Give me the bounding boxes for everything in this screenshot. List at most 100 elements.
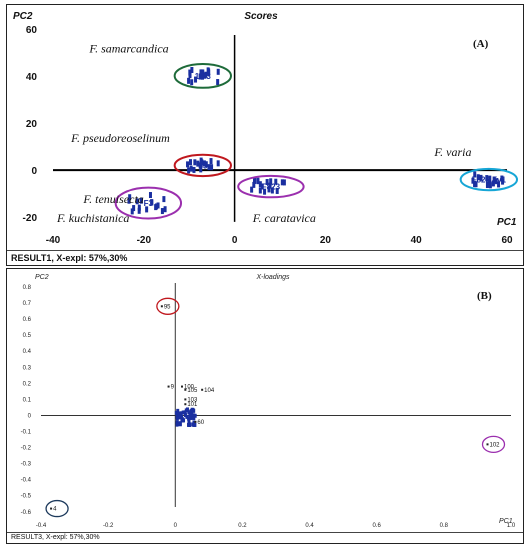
x-tick-label: 40 — [411, 235, 423, 246]
score-marker — [150, 199, 154, 206]
score-marker — [256, 177, 260, 184]
y-tick-label: 0.3 — [23, 365, 32, 371]
group-label: F. caratavica — [252, 211, 316, 225]
score-marker — [209, 158, 213, 165]
loading-point-label: 95 — [164, 304, 171, 310]
y-tick-label: 0 — [31, 166, 37, 177]
score-marker — [487, 178, 491, 185]
score-marker — [210, 164, 214, 171]
score-marker — [270, 187, 274, 194]
loadings-chart: -0.4 -0.2 0 0.2 0.4 0.6 0.8 1.0 0.8 0.7 0.6 0.5 0.4 0… — [21, 274, 516, 529]
loading-marker — [188, 411, 192, 416]
x-axis-label: PC1 — [497, 217, 517, 228]
score-marker — [485, 175, 489, 182]
score-marker-label: F3 — [144, 199, 154, 208]
group-label: F. kuchistanica — [56, 211, 129, 225]
score-marker — [132, 205, 136, 212]
y-tick-label: -0.5 — [21, 494, 32, 500]
score-marker — [187, 77, 191, 84]
loading-marker — [187, 419, 191, 424]
score-marker — [137, 204, 141, 211]
group-ellipse — [173, 62, 232, 89]
x-axis-label: PC1 — [499, 518, 513, 525]
x-tick-label: 0.6 — [373, 523, 382, 529]
score-marker — [260, 183, 264, 190]
score-marker — [202, 160, 206, 167]
loading-point — [184, 403, 187, 406]
score-marker — [497, 181, 501, 188]
score-marker — [190, 79, 194, 86]
x-tick-label: 60 — [501, 235, 513, 246]
x-tick-label: 0.2 — [238, 523, 247, 529]
loading-marker — [175, 416, 179, 421]
group-label: F. varia — [433, 145, 471, 159]
score-marker — [491, 180, 495, 187]
loading-point-label: 104 — [204, 388, 215, 394]
y-tick-label: 0.2 — [23, 381, 32, 387]
loading-marker — [192, 420, 196, 425]
y-tick-label: 40 — [26, 72, 38, 83]
score-marker — [135, 198, 139, 205]
x-tick-label: 0.8 — [440, 523, 449, 529]
loading-point-label: 100 — [184, 385, 195, 391]
score-marker — [127, 197, 131, 204]
score-marker — [199, 69, 203, 76]
loading-point-label: 105 — [187, 388, 198, 394]
y-tick-label: 0.4 — [23, 349, 32, 355]
score-marker — [500, 175, 504, 182]
x-tick-label: -40 — [46, 235, 61, 246]
score-marker — [282, 179, 286, 186]
score-marker — [216, 79, 220, 86]
group-ellipse — [237, 174, 305, 199]
loading-point — [181, 385, 183, 388]
score-marker — [473, 171, 477, 178]
loading-marker — [174, 410, 178, 415]
x-tick-label: -20 — [137, 235, 152, 246]
loading-marker — [187, 416, 191, 421]
y-tick-label: 0.8 — [23, 285, 32, 291]
loading-point-label: 4 — [53, 507, 57, 513]
chart-title: X-loadings — [255, 274, 290, 281]
loadings-panel: -0.4 -0.2 0 0.2 0.4 0.6 0.8 1.0 0.8 0.7 0.6 0.5 0.4 0… — [6, 268, 524, 544]
score-marker — [267, 186, 271, 193]
loading-marker — [190, 412, 194, 417]
loading-marker — [180, 414, 184, 419]
loading-point — [184, 388, 187, 391]
score-marker — [492, 176, 496, 183]
score-marker — [160, 208, 164, 215]
score-marker — [274, 178, 278, 185]
group-ellipse — [173, 153, 232, 178]
score-marker — [190, 67, 194, 74]
score-marker — [199, 161, 203, 168]
panel-label: (A) — [473, 38, 489, 50]
loading-point — [50, 507, 53, 510]
x-tick-label: -0.4 — [36, 523, 47, 529]
score-marker — [156, 202, 160, 209]
loading-point-label: 103 — [187, 397, 198, 403]
score-marker — [258, 181, 262, 188]
score-marker — [485, 182, 489, 189]
score-marker — [187, 167, 191, 174]
scores-panel: -40 -20 0 20 40 60 -20 0 20 40 60 PC2 PC1 Scores (A) 1 … — [6, 4, 524, 266]
score-marker — [201, 69, 205, 76]
loading-highlight-circle — [481, 435, 506, 454]
x-tick-label: -0.2 — [103, 523, 114, 529]
loading-marker — [185, 414, 189, 419]
score-marker — [501, 178, 505, 185]
loading-highlight-circle — [45, 499, 69, 518]
y-tick-label: 0.5 — [23, 333, 32, 339]
score-marker — [128, 194, 132, 201]
score-marker — [216, 68, 220, 75]
score-marker — [154, 203, 158, 210]
score-marker — [474, 181, 478, 188]
loading-marker — [191, 415, 195, 420]
x-tick-label: 0.4 — [305, 523, 314, 529]
score-marker-label: F823 — [262, 183, 281, 192]
score-marker — [265, 178, 269, 185]
score-marker — [207, 70, 211, 77]
score-marker — [194, 76, 198, 83]
y-tick-label: -0.3 — [21, 462, 32, 468]
loading-marker — [192, 422, 196, 427]
score-marker — [207, 164, 211, 171]
score-marker — [494, 178, 498, 185]
